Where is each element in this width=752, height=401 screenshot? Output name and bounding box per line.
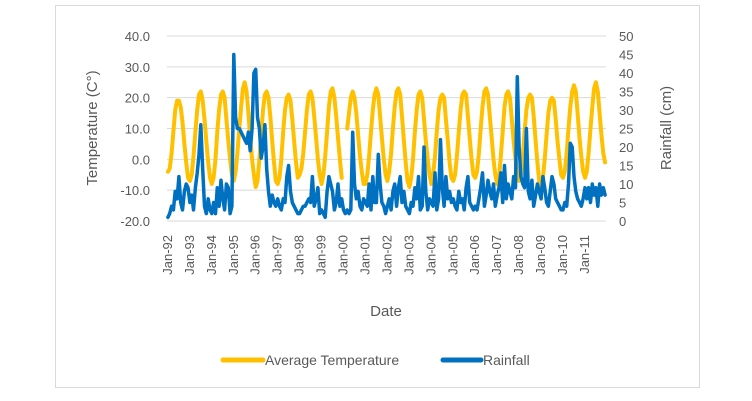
x-tick-label: Jan-05 bbox=[445, 235, 460, 275]
y-tick-label: -10.0 bbox=[120, 183, 150, 198]
y2-tick-label: 0 bbox=[619, 214, 626, 229]
x-tick-label: Jan-06 bbox=[467, 235, 482, 275]
temperature-line bbox=[165, 80, 608, 190]
y2-tick-label: 30 bbox=[619, 103, 633, 118]
y2-tick-label: 40 bbox=[619, 66, 633, 81]
y-axis-left-ticks: -20.0 -10.0 0.0 10.0 20.0 30.0 40.0 bbox=[120, 29, 150, 229]
x-tick-label: Jan-92 bbox=[160, 235, 175, 275]
x-tick-label: Jan-94 bbox=[204, 235, 219, 275]
x-tick-label: Jan-01 bbox=[357, 235, 372, 275]
y2-tick-label: 35 bbox=[619, 85, 633, 100]
x-tick-label: Jan-95 bbox=[226, 235, 241, 275]
y2-tick-label: 45 bbox=[619, 48, 633, 63]
y-axis-left-title: Temperature (C°) bbox=[84, 70, 101, 185]
y-tick-label: 0.0 bbox=[132, 152, 150, 167]
y-axis-right-title: Rainfall (cm) bbox=[658, 86, 675, 170]
legend-label-rainfall: Rainfall bbox=[483, 352, 530, 368]
x-tick-label: Jan-07 bbox=[489, 235, 504, 275]
x-tick-label: Jan-09 bbox=[533, 235, 548, 275]
x-tick-label: Jan-08 bbox=[511, 235, 526, 275]
y-tick-label: 30.0 bbox=[125, 60, 150, 75]
x-tick-label: Jan-96 bbox=[248, 235, 263, 275]
legend: Average Temperature Rainfall bbox=[220, 352, 530, 368]
y2-tick-label: 10 bbox=[619, 177, 633, 192]
x-tick-label: Jan-04 bbox=[423, 235, 438, 275]
y2-tick-label: 50 bbox=[619, 29, 633, 44]
y-tick-label: -20.0 bbox=[120, 214, 150, 229]
x-tick-label: Jan-93 bbox=[182, 235, 197, 275]
y-tick-label: 40.0 bbox=[125, 29, 150, 44]
rainfall-line bbox=[166, 52, 607, 220]
x-tick-label: Jan-11 bbox=[577, 235, 592, 274]
x-tick-label: Jan-98 bbox=[292, 235, 307, 275]
x-tick-label: Jan-02 bbox=[379, 235, 394, 275]
x-tick-label: Jan-99 bbox=[314, 235, 329, 275]
series-lines bbox=[165, 52, 608, 220]
y2-tick-label: 5 bbox=[619, 196, 626, 211]
y-axis-right-ticks: 0 5 10 15 20 25 30 35 40 45 50 bbox=[619, 29, 633, 229]
x-tick-label: Jan-10 bbox=[555, 235, 570, 275]
y2-tick-label: 20 bbox=[619, 140, 633, 155]
x-axis-title: Date bbox=[370, 303, 402, 320]
x-tick-label: Jan-03 bbox=[401, 235, 416, 275]
x-axis-ticks: Jan-92 Jan-93 Jan-94 Jan-95 Jan-96 Jan-97 Jan-… bbox=[160, 235, 592, 275]
y-tick-label: 20.0 bbox=[125, 91, 150, 106]
y-tick-label: 10.0 bbox=[125, 122, 150, 137]
chart-frame bbox=[55, 5, 700, 388]
legend-label-temperature: Average Temperature bbox=[265, 352, 399, 368]
y2-tick-label: 15 bbox=[619, 159, 633, 174]
x-tick-label: Jan-00 bbox=[336, 235, 351, 275]
x-tick-label: Jan-97 bbox=[270, 235, 285, 275]
y2-tick-label: 25 bbox=[619, 122, 633, 137]
